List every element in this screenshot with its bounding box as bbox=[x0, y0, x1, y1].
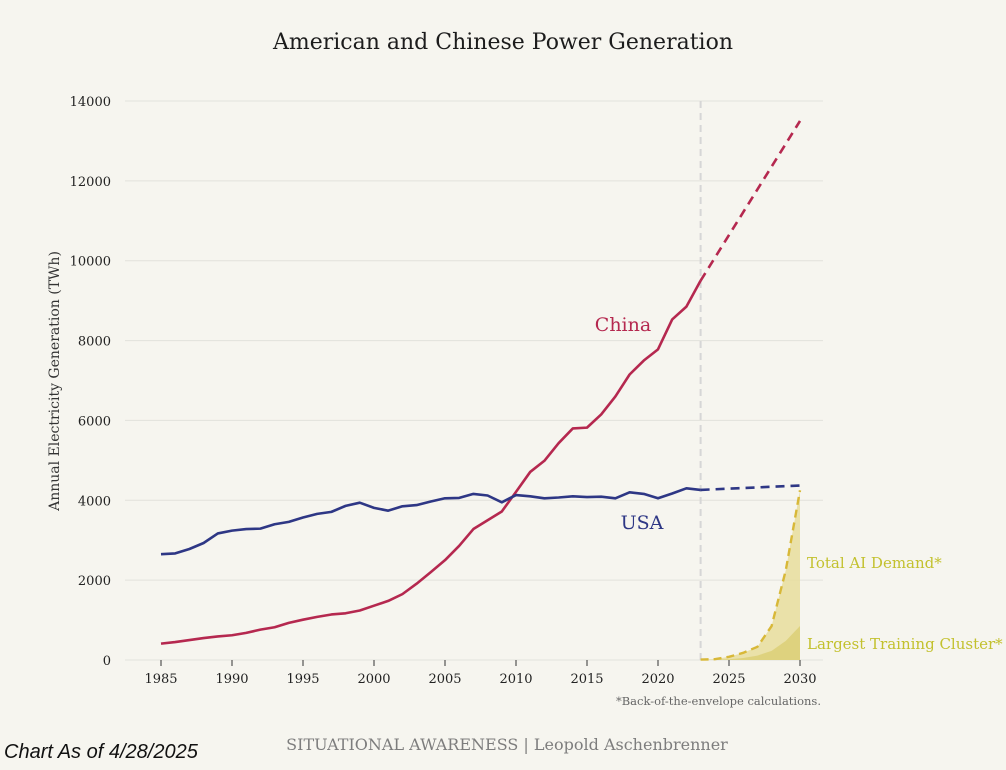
y-tick-label: 0 bbox=[103, 654, 111, 669]
total-ai-demand-label: Total AI Demand* bbox=[807, 554, 942, 572]
footnote: *Back-of-the-envelope calculations. bbox=[616, 694, 821, 708]
x-tick-label: 1990 bbox=[215, 672, 248, 687]
total-ai-demand-line bbox=[700, 490, 802, 661]
x-tick-label: 2025 bbox=[712, 672, 745, 687]
y-tick-label: 10000 bbox=[70, 255, 111, 270]
as-of-date: Chart As of 4/28/2025 bbox=[4, 741, 198, 763]
usa-series-label: USA bbox=[621, 512, 664, 534]
x-tick-label: 1985 bbox=[144, 672, 177, 687]
largest-training-cluster-area bbox=[700, 626, 800, 660]
chart-title: American and Chinese Power Generation bbox=[272, 30, 733, 55]
y-axis-label: Annual Electricity Generation (TWh) bbox=[47, 251, 63, 512]
china-series-label: China bbox=[595, 314, 651, 336]
x-axis-ticks: 1985 1990 1995 2000 2005 2010 2015 2020 2025 2030 bbox=[144, 660, 817, 687]
x-tick-label: 2015 bbox=[570, 672, 603, 687]
x-tick-label: 1995 bbox=[286, 672, 319, 687]
largest-training-cluster-label: Largest Training Cluster* bbox=[807, 635, 1003, 653]
total-ai-demand-area bbox=[700, 490, 800, 660]
china-line bbox=[160, 280, 702, 645]
credit-line: SITUATIONAL AWARENESS | Leopold Aschenbr… bbox=[286, 735, 728, 754]
y-tick-label: 14000 bbox=[70, 95, 111, 110]
ai-demand-areas bbox=[700, 490, 800, 660]
series-lines bbox=[160, 120, 802, 661]
usa-line bbox=[160, 487, 701, 556]
x-tick-label: 2005 bbox=[428, 672, 461, 687]
usa-projection-line bbox=[700, 484, 801, 492]
y-axis-ticks: 0 2000 4000 6000 8000 10000 12000 14000 bbox=[70, 95, 111, 669]
x-tick-label: 2010 bbox=[499, 672, 532, 687]
y-tick-label: 6000 bbox=[78, 414, 111, 429]
y-tick-label: 4000 bbox=[78, 494, 111, 509]
china-projection-line bbox=[699, 120, 802, 282]
x-tick-label: 2000 bbox=[357, 672, 390, 687]
x-tick-label: 2030 bbox=[783, 672, 816, 687]
x-tick-label: 2020 bbox=[641, 672, 674, 687]
y-tick-label: 12000 bbox=[70, 175, 111, 190]
y-tick-label: 8000 bbox=[78, 335, 111, 350]
grid-lines bbox=[125, 100, 823, 661]
y-tick-label: 2000 bbox=[78, 574, 111, 589]
